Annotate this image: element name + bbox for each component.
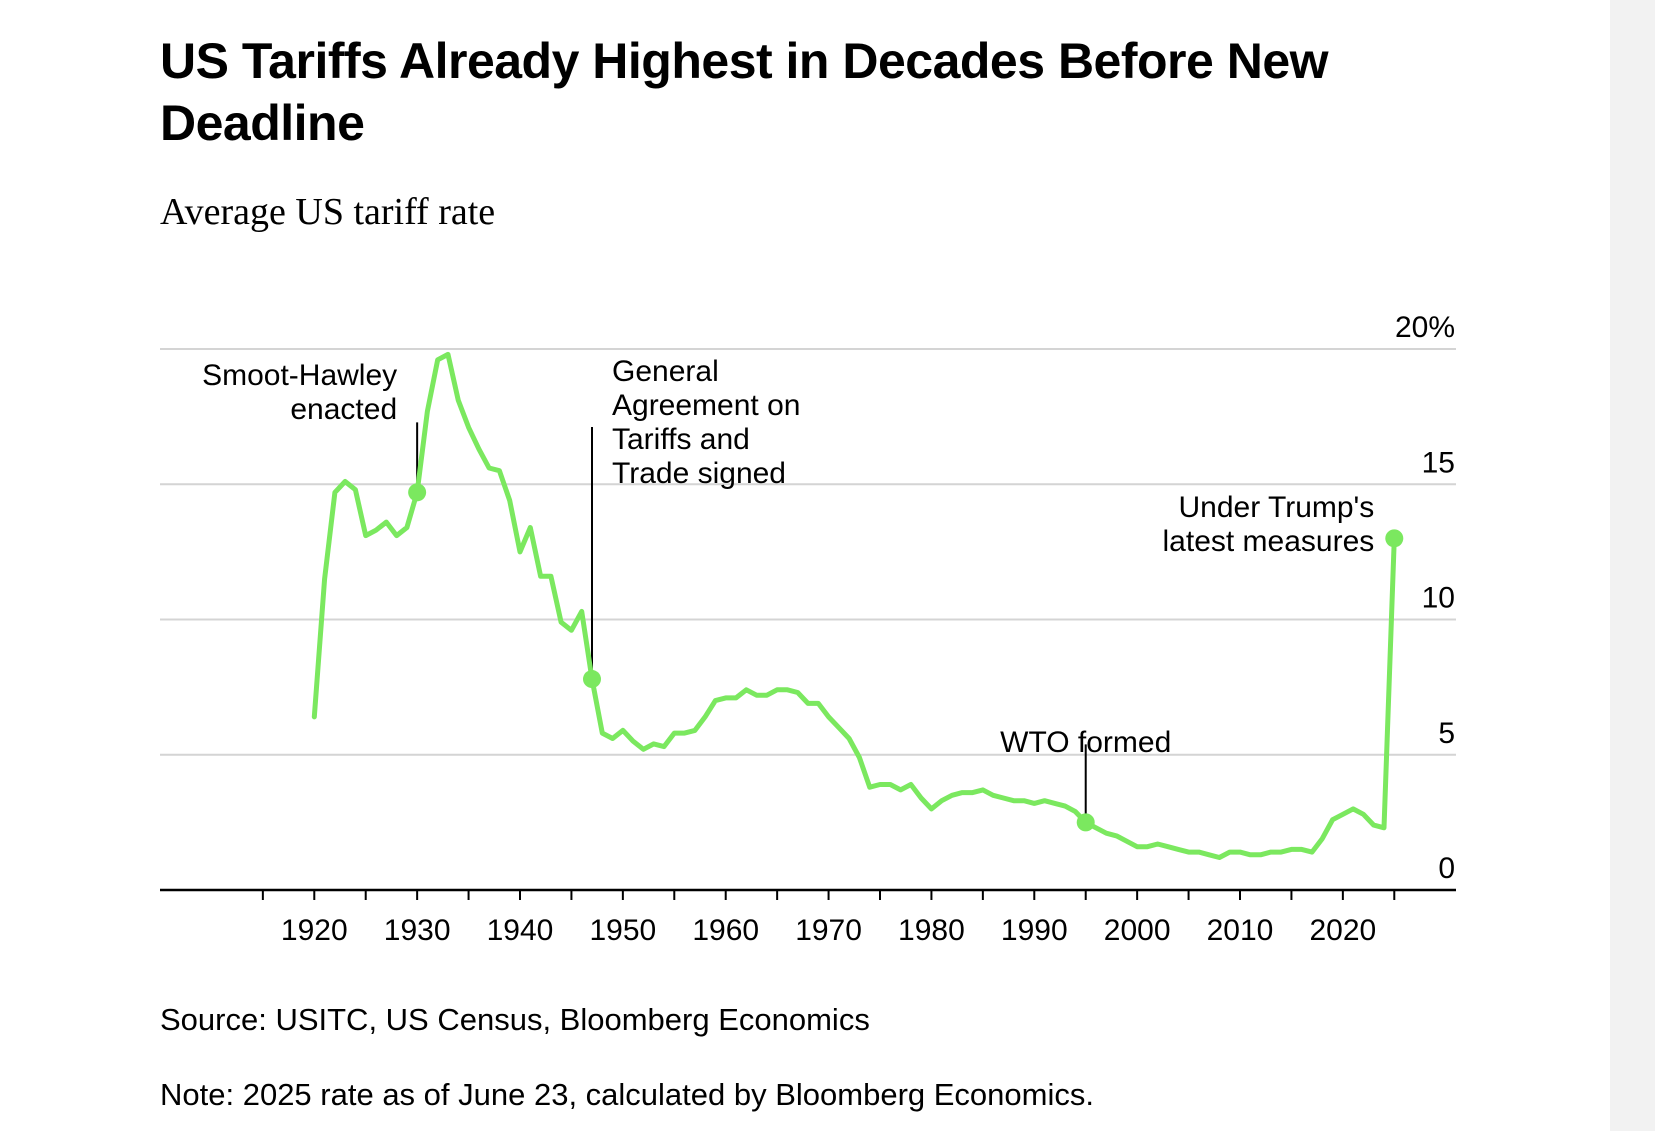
annotation-line: WTO formed xyxy=(1000,726,1171,759)
x-tick-label-2000: 2000 xyxy=(1104,914,1171,947)
x-tick-label-1930: 1930 xyxy=(384,914,451,947)
annotation-label-3: Under Trump's latest measures xyxy=(1163,491,1375,558)
footnote: Note: 2025 rate as of June 23, calculate… xyxy=(160,1077,1094,1112)
y-tick-label-20: 20% xyxy=(1395,311,1455,344)
annotation-line: Smoot-Hawley xyxy=(202,359,397,392)
annotation-line: Agreement on xyxy=(612,389,800,422)
source-note: Source: USITC, US Census, Bloomberg Econ… xyxy=(160,1002,870,1037)
series-layer xyxy=(311,351,1397,860)
y-tick-label-5: 5 xyxy=(1438,717,1455,750)
x-tick-label-1960: 1960 xyxy=(692,914,759,947)
annotation-line: Trade signed xyxy=(612,457,786,490)
chart-subtitle: Average US tariff rate xyxy=(160,191,496,233)
x-tick-label-1950: 1950 xyxy=(589,914,656,947)
annotation-line: Tariffs and xyxy=(612,423,750,456)
annotation-label-1: General Agreement on Tariffs and Trade sign… xyxy=(612,355,800,490)
y-tick-label-15: 15 xyxy=(1422,446,1455,479)
annotation-label-0: Smoot-Hawley enacted xyxy=(202,359,397,426)
annotation-line: enacted xyxy=(290,393,397,426)
x-axis: 1920 1930 1940 1950 1960 1970 1980 1990 2000 2010… xyxy=(160,888,1456,947)
grid-layer xyxy=(160,348,1456,756)
y-axis-labels: 0 5 10 15 20% xyxy=(1395,311,1455,885)
x-tick-label-2020: 2020 xyxy=(1309,914,1376,947)
y-tick-label-0: 0 xyxy=(1438,852,1455,885)
x-tick-label-1940: 1940 xyxy=(487,914,554,947)
annotation-line: latest measures xyxy=(1163,525,1375,558)
x-tick-label-1990: 1990 xyxy=(1001,914,1068,947)
x-tick-label-1920: 1920 xyxy=(281,914,348,947)
chart-title: US Tariffs Already Highest in Decades Be… xyxy=(160,33,1329,151)
line-chart: 1920 1930 1940 1950 1960 1970 1980 1990 2000 2010… xyxy=(160,311,1456,947)
x-tick-label-2010: 2010 xyxy=(1207,914,1274,947)
highlight-point-1947 xyxy=(583,670,601,689)
highlight-points xyxy=(408,483,1404,832)
annotations: Smoot-Hawley enacted General Agreement on Ta… xyxy=(202,355,1375,823)
highlight-point-1930 xyxy=(408,483,427,502)
highlight-point-1995 xyxy=(1076,813,1095,832)
tariff-rate-line xyxy=(311,351,1397,860)
annotation-label-2: WTO formed xyxy=(1000,726,1171,759)
y-tick-label-10: 10 xyxy=(1422,582,1455,615)
page-edge-strip xyxy=(1610,0,1655,1131)
annotation-line: General xyxy=(612,355,719,388)
highlight-point-2025 xyxy=(1385,529,1404,548)
x-tick-label-1970: 1970 xyxy=(795,914,862,947)
x-tick-label-1980: 1980 xyxy=(898,914,965,947)
annotation-line: Under Trump's xyxy=(1178,491,1374,524)
